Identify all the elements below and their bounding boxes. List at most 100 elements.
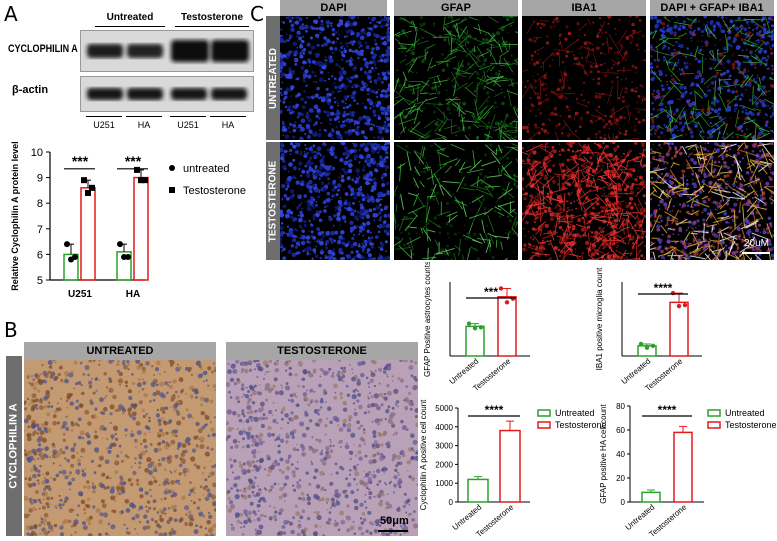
chartC3-ytick-label-5: 5000 [435,404,453,413]
a-ylabel: Relative Cyclophilin A protein level [10,141,20,290]
a-ytick-label-1: 6 [37,249,43,261]
a-sig-0: *** [72,153,89,169]
western-blot-cyclophilin [80,30,254,72]
ifm-iba1-testosterone [522,142,646,260]
ihc-image-testosterone [226,360,418,536]
ifm-row-label-untreated: UNTREATED [266,16,280,140]
blot-group-testosterone: Testosterone [180,12,244,23]
blot-lane-labels: U251 HA U251 HA [80,116,252,132]
ifm-scale-bar [742,252,770,254]
ifm-row-text-untreated: UNTREATED [267,47,279,109]
chartC2-point-0-0 [638,341,644,347]
chartC1-sig: *** [484,285,498,299]
a-bar-1-1 [133,176,149,281]
chartC3-ytick-label-4: 4000 [435,423,453,432]
chartC3-bar-1 [499,429,521,503]
chartC4-ytick-label-1: 20 [616,474,625,483]
blot-row-label-actin: β-actin [12,84,49,96]
ihc-side-label-text: CYCLOPHILIN A [8,403,20,489]
band-actin-2 [127,88,163,100]
chartC3-legend-marker-1 [537,421,551,429]
ifm-merged-testosterone [650,142,774,260]
chartC2-point-0-2 [650,343,656,349]
ihc-scale-label: 50μm [380,515,409,527]
ifm-dapi-untreated [280,16,390,140]
chartC1-point-0-0 [466,321,472,326]
a-ytick-label-3: 8 [37,198,43,210]
chartC3-sig: **** [485,403,504,417]
ifm-col-merged: DAPI + GFAP+ IBA1 [650,0,774,16]
chartC1-point-1-2 [510,296,516,301]
ifm-gfap-testosterone [394,142,518,260]
chartC3-legend-marker-0 [537,409,551,417]
chart-c1-gfap-astrocytes: GFAP Positive astrocytes counts Untreated… [423,262,530,392]
ifm-dapi-testosterone [280,142,390,260]
a-point-0-1-1 [85,189,91,196]
chartC4-ytick-label-3: 60 [616,426,625,435]
chartC1-point-0-1 [472,326,478,331]
a-sig-1: *** [125,153,142,169]
ifm-row-text-testosterone: TESTOSTERONE [267,160,279,242]
ihc-scale-bar [378,530,408,532]
a-point-0-1-0 [81,177,87,184]
chartC4-legend-label-0: Untreated [725,408,765,418]
panel-letter-a: A [4,2,18,26]
chart-a-cyclophilin-level: 5 6 7 8 9 10 Relative Cyclophilin A protein le… [10,141,246,300]
a-point-1-1-0 [134,166,140,173]
a-point-1-1-2 [142,177,148,184]
chartC2-sig: **** [654,281,673,295]
chartC1-point-1-0 [498,286,504,291]
band-cyp-4 [211,40,249,62]
a-bar-0-1 [80,187,96,281]
chartC1-bar-1 [497,296,517,357]
a-point-0-0-0 [64,241,70,248]
a-xtick-label-0: U251 [68,289,92,300]
panel-letter-c: C [250,2,264,26]
ifm-col-dapi: DAPI [280,0,387,16]
blot-group-untreated: Untreated [106,12,154,23]
blot-group-untreated-line [95,26,165,27]
ifm-merged-untreated [650,16,774,140]
chartC4-legend-marker-0 [707,409,721,417]
chartC3-ytick-label-1: 1000 [435,479,453,488]
lane-label-2: HA [137,120,151,130]
ifm-gfap-untreated [394,16,518,140]
chartC4-sig: **** [658,403,677,417]
lane-label-3: U251 [177,120,199,130]
chartC4-bar-0 [641,491,661,503]
chart-c2-iba1-microglia: IBA1 positive microglia countUntreatedTe… [595,267,702,392]
chartC4-legend-label-1: Testosterone [725,420,777,430]
chartC4-ytick-label-2: 40 [616,450,625,459]
chartC1-point-0-2 [478,325,484,330]
band-cyp-3 [171,40,209,62]
ifm-col-gfap: GFAP [394,0,518,16]
ihc-header-testosterone: TESTOSTERONE [226,342,418,360]
a-ytick-label-4: 9 [37,173,43,185]
chartC4-ylabel: GFAP positive HA cell count [600,404,608,504]
blot-group-testosterone-line [175,26,249,27]
lane-label-1: U251 [93,120,115,130]
chartC3-ylabel: Cyclophilin A positive cell count [420,399,428,511]
chartC4-ytick-label-4: 80 [616,402,625,411]
ihc-header-untreated: UNTREATED [24,342,216,360]
chartC2-ylabel: IBA1 positive microglia count [595,267,604,370]
blot-bands-cyclophilin [87,40,249,62]
a-ytick-label-0: 5 [37,275,43,287]
chartC1-point-1-1 [504,300,510,305]
chartC3-legend-label-0: Untreated [555,408,595,418]
ihc2-cells [226,360,418,536]
a-legend-label-1: Testosterone [183,185,246,197]
chartC3-ytick-label-0: 0 [449,498,454,507]
chartC2-point-1-2 [682,302,688,308]
chartC2-point-1-1 [676,303,682,309]
ihc-image-untreated [24,360,216,536]
blot-row-label-cyclophilin: CYCLOPHILIN A [8,43,78,55]
a-point-0-0-2 [72,253,78,260]
chartC3-legend-label-1: Testosterone [555,420,607,430]
a-ytick-label-2: 7 [37,224,43,236]
a-point-0-1-2 [89,184,95,191]
blot-bands-actin [87,88,247,100]
band-actin-1 [87,88,123,100]
ifm-row-label-testosterone: TESTOSTERONE [266,142,280,260]
chartC3-ytick-label-3: 3000 [435,442,453,451]
